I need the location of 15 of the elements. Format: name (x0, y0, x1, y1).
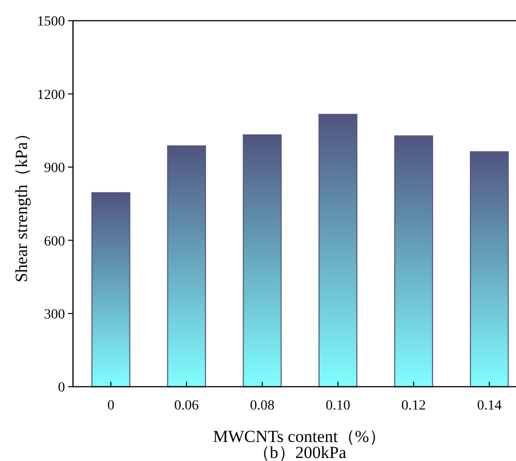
x-tick-label: 0.06 (174, 398, 199, 414)
x-tick-label: 0.14 (477, 398, 502, 414)
y-tick-label: 1200 (37, 88, 65, 103)
x-tick-label: 0.12 (401, 398, 426, 414)
x-tick-label: 0.08 (250, 398, 274, 414)
x-tick-label: 0 (107, 398, 114, 414)
x-tick-label: 0.10 (326, 398, 350, 414)
x-axis-title: MWCNTs content（%） (212, 427, 386, 446)
text: （b）200kPa (252, 443, 347, 461)
y-tick-label: 1500 (37, 14, 65, 30)
y-tick-label: 900 (44, 161, 65, 176)
y-tick-label: 0 (58, 380, 65, 396)
y-tick-label: 600 (44, 234, 65, 250)
y-tick-label: 300 (44, 308, 65, 322)
y-axis-title: Shear strength（kPa） (12, 125, 31, 282)
